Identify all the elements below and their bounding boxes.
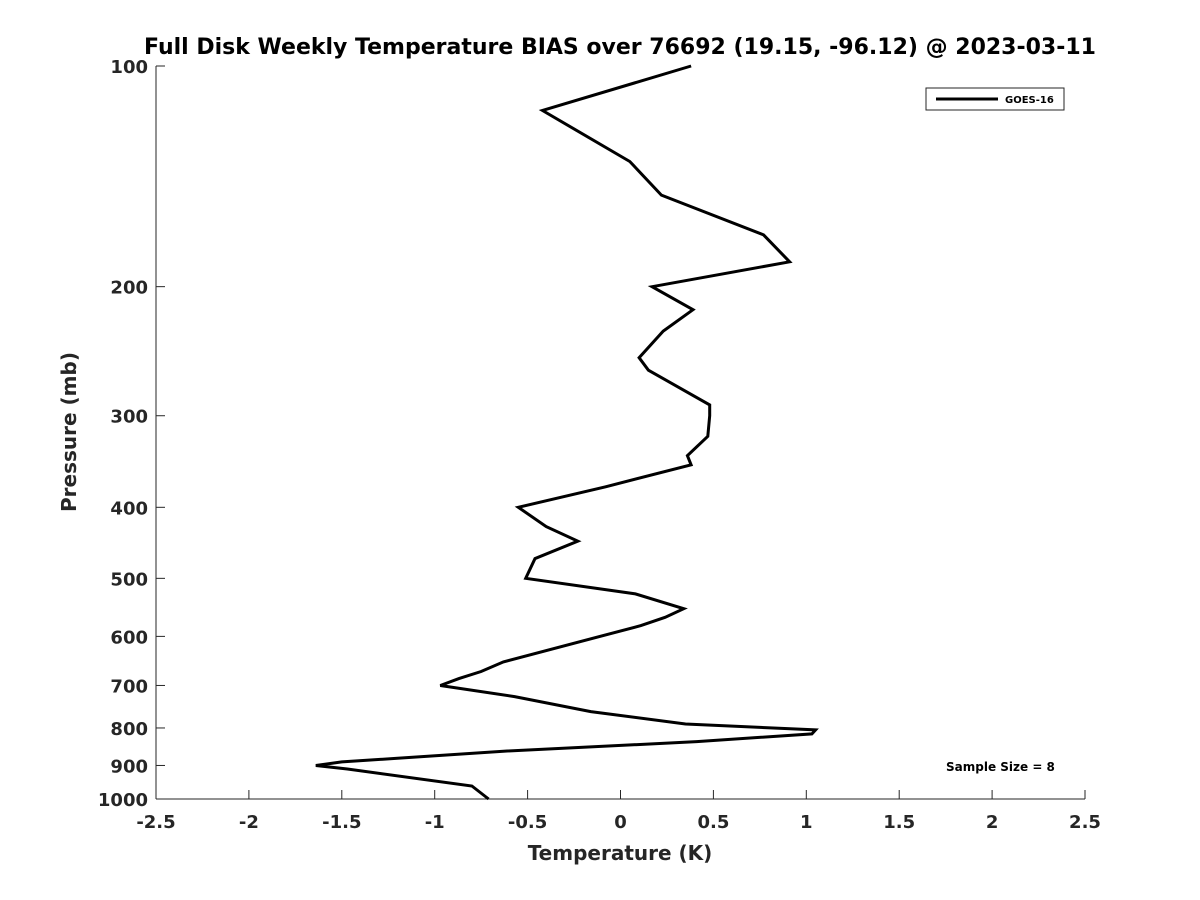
y-tick-label: 100 [110, 57, 148, 78]
y-tick-label: 400 [110, 498, 148, 519]
y-tick-label: 300 [110, 407, 148, 428]
y-tick-label: 700 [110, 676, 148, 697]
x-ticks: -2.5 -2 -1.5 -1 -0.5 0 0.5 1 1.5 2 2.5 [136, 790, 1101, 833]
sample-size-annotation: Sample Size = 8 [946, 760, 1055, 774]
x-tick-label: 2.5 [1069, 812, 1101, 833]
x-tick-label: -1.5 [322, 812, 361, 833]
x-tick-label: 2 [986, 812, 999, 833]
legend: GOES-16 [925, 87, 1065, 111]
chart-title: Full Disk Weekly Temperature BIAS over 7… [144, 35, 1096, 60]
axes [155, 66, 1085, 800]
legend-label: GOES-16 [1005, 95, 1054, 106]
y-tick-label: 200 [110, 278, 148, 299]
x-tick-label: -1 [425, 812, 445, 833]
x-tick-label: -2.5 [136, 812, 175, 833]
y-tick-label: 800 [110, 719, 148, 740]
y-tick-label: 600 [110, 627, 148, 648]
x-tick-label: 1 [800, 812, 813, 833]
x-tick-label: 1.5 [883, 812, 915, 833]
series-line-goes16 [315, 64, 819, 801]
x-axis-label: Temperature (K) [528, 841, 713, 865]
y-ticks: 100 200 300 400 500 600 700 800 900 1000 [98, 57, 165, 811]
y-tick-label: 900 [110, 756, 148, 777]
x-tick-label: 0 [614, 812, 627, 833]
y-axis-label: Pressure (mb) [57, 352, 81, 512]
x-tick-label: -2 [239, 812, 259, 833]
x-tick-label: 0.5 [697, 812, 729, 833]
x-tick-label: -0.5 [508, 812, 547, 833]
y-tick-label: 500 [110, 569, 148, 590]
y-tick-label: 1000 [98, 790, 148, 811]
